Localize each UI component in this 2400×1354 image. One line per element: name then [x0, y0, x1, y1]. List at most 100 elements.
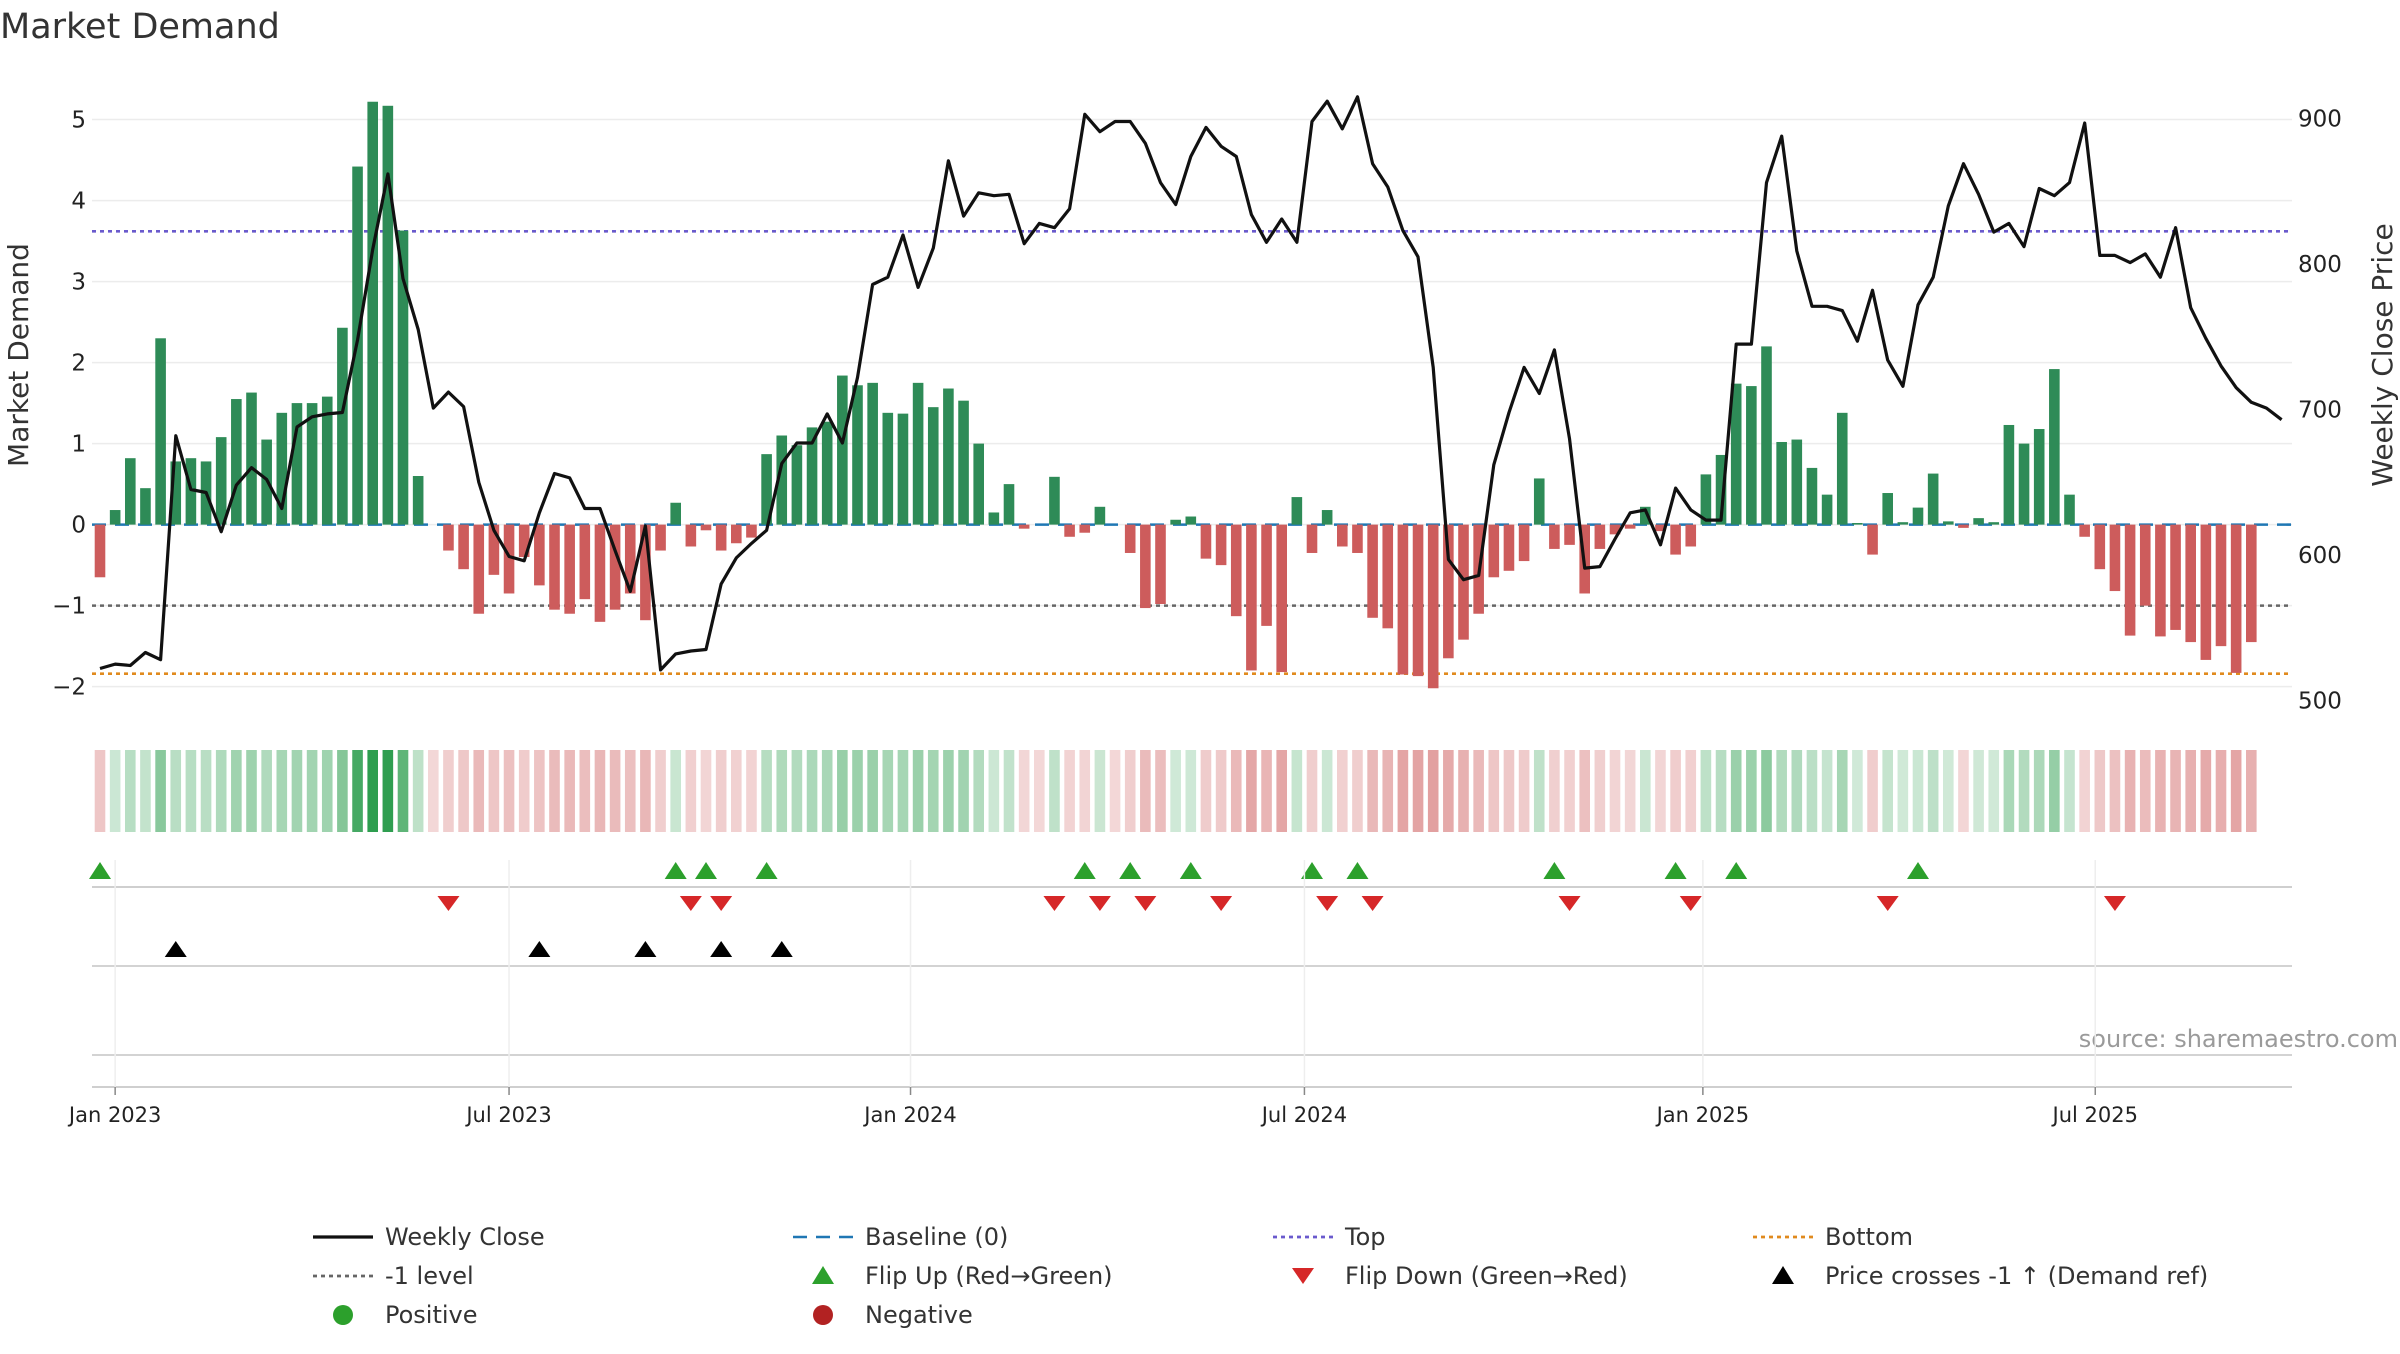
demand-strip-cell: [2049, 750, 2060, 832]
demand-bar-negative: [1609, 524, 1621, 535]
demand-strip-cell: [761, 750, 772, 832]
flip-up-marker: [1179, 862, 1202, 879]
demand-bar-positive: [1730, 383, 1742, 525]
demand-strip-cell: [1018, 750, 1030, 832]
demand-bar-positive: [170, 461, 182, 525]
legend-label: -1 level: [385, 1262, 474, 1290]
flip-up-marker: [755, 862, 778, 879]
y-tick-label-right: 500: [2298, 688, 2342, 714]
demand-strip-cell: [2064, 750, 2075, 832]
demand-strip-cell: [655, 750, 666, 832]
legend-swatch-circle: [813, 1305, 833, 1325]
demand-strip-cell: [609, 750, 621, 832]
demand-bar-negative: [579, 524, 591, 600]
flip-down-marker: [1043, 896, 1066, 911]
demand-strip-cell: [2200, 750, 2212, 832]
demand-bar-positive: [1700, 474, 1712, 525]
demand-strip-cell: [1382, 750, 1394, 832]
demand-strip-cell: [1352, 750, 1363, 832]
demand-strip-cell: [1973, 750, 1984, 832]
y-tick-label-left: −1: [52, 594, 86, 620]
legend-item: Flip Up (Red→Green): [812, 1262, 1113, 1290]
demand-bar-negative: [1958, 524, 1969, 528]
demand-strip-cell: [1079, 750, 1091, 832]
demand-bar-negative: [1624, 524, 1636, 529]
demand-strip-cell: [1261, 750, 1272, 832]
demand-bar-positive: [943, 388, 954, 525]
demand-bar-positive: [109, 510, 121, 525]
demand-bar-negative: [2200, 524, 2212, 660]
flip-up-marker: [1346, 862, 1369, 879]
demand-bar-positive: [1170, 519, 1181, 525]
demand-bar-positive: [821, 421, 833, 525]
legend-label: Top: [1344, 1223, 1386, 1251]
demand-bar-negative: [2155, 524, 2166, 637]
demand-strip-cell: [715, 750, 727, 832]
demand-strip-cell: [2018, 750, 2030, 832]
demand-bar-positive: [246, 392, 257, 525]
demand-strip-cell: [1776, 750, 1787, 832]
demand-strip-cell: [1791, 750, 1803, 832]
demand-bar-negative: [1685, 524, 1697, 547]
demand-strip-cell: [155, 750, 166, 832]
demand-bar-positive: [1321, 510, 1333, 525]
demand-strip-cell: [1594, 750, 1606, 832]
demand-strip-cell: [2124, 750, 2136, 832]
legend-item: Price crosses -1 ↑ (Demand ref): [1772, 1262, 2208, 1290]
demand-strip-cell: [1958, 750, 1969, 832]
demand-strip-cell: [1503, 750, 1515, 832]
demand-bar-positive: [1291, 497, 1303, 525]
demand-strip-cell: [549, 750, 560, 832]
demand-strip-cell: [882, 750, 894, 832]
flip-down-marker: [1558, 896, 1581, 911]
demand-strip-cell: [1246, 750, 1257, 832]
flip-down-marker: [1679, 896, 1702, 911]
demand-strip-cell: [291, 750, 303, 832]
legend-item: Weekly Close: [313, 1223, 545, 1251]
y-tick-label-right: 600: [2298, 543, 2342, 569]
demand-strip-cell: [1155, 750, 1166, 832]
flip-up-marker: [695, 862, 717, 879]
demand-bar-positive: [1821, 494, 1833, 525]
flip-up-marker: [89, 862, 111, 879]
demand-bar-negative: [1518, 524, 1530, 562]
flip-up-marker: [1907, 862, 1929, 879]
demand-bar-negative: [640, 524, 651, 621]
demand-bars: [94, 101, 2257, 689]
legend-item: Bottom: [1753, 1223, 1913, 1251]
demand-bar-negative: [1412, 524, 1424, 677]
demand-strip-cell: [2139, 750, 2151, 832]
demand-bar-positive: [806, 427, 818, 525]
reference-lines: [92, 230, 2292, 675]
demand-bar-negative: [1018, 524, 1030, 529]
flip-up-marker: [1301, 862, 1323, 879]
demand-heat-strip: [94, 750, 2257, 832]
demand-strip-cell: [852, 750, 863, 832]
demand-strip-cell: [988, 750, 1000, 832]
demand-strip-cell: [943, 750, 954, 832]
demand-strip-cell: [428, 750, 439, 832]
x-tick-label: Jan 2023: [67, 1103, 162, 1127]
demand-strip-cell: [473, 750, 485, 832]
demand-strip-cell: [1034, 750, 1045, 832]
weekly-close-line: [99, 95, 2283, 672]
demand-bar-negative: [1564, 524, 1575, 545]
demand-strip-cell: [1624, 750, 1636, 832]
demand-bar-positive: [231, 399, 242, 525]
flip-down-marker: [679, 896, 702, 911]
demand-strip-cell: [503, 750, 515, 832]
demand-bar-positive: [367, 101, 378, 525]
demand-strip-cell: [94, 750, 106, 832]
demand-strip-cell: [2079, 750, 2090, 832]
demand-bar-negative: [1276, 524, 1287, 673]
demand-bar-negative: [1155, 524, 1166, 605]
demand-strip-cell: [1882, 750, 1893, 832]
x-axis: Jan 2023 Jul 2023 Jan 2024 Jul 2024 Jan 2025…: [67, 860, 2292, 1127]
demand-bar-positive: [1094, 506, 1106, 525]
demand-bar-negative: [1427, 524, 1439, 689]
demand-strip-cell: [1306, 750, 1318, 832]
demand-strip-cell: [1109, 750, 1121, 832]
legend-item: Positive: [333, 1301, 478, 1329]
demand-strip-cell: [1215, 750, 1227, 832]
flip-down-marker: [2103, 896, 2126, 911]
